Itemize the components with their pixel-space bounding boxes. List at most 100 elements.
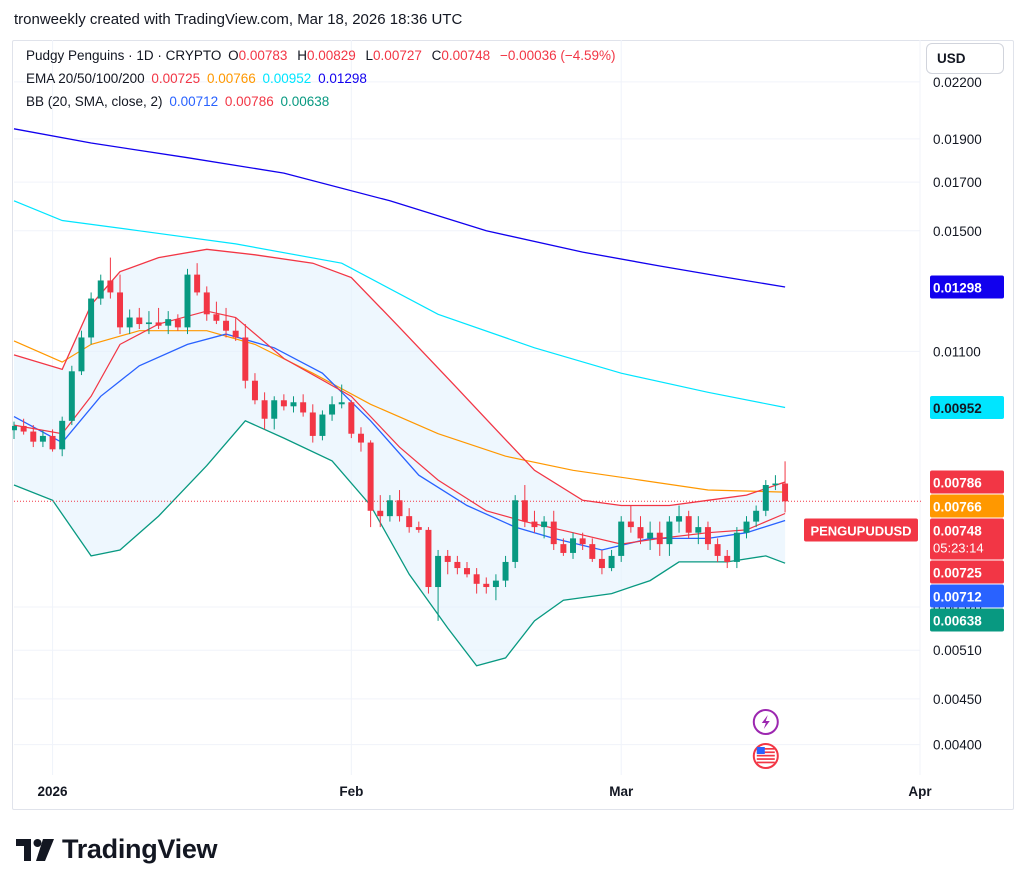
candle-body[interactable] <box>174 319 181 328</box>
candle-body[interactable] <box>444 555 451 562</box>
candle-body[interactable] <box>97 280 104 299</box>
candle-body[interactable] <box>242 337 249 381</box>
price-chart[interactable]: 0.02200 0.01900 0.01700 0.01500 0.01100 0.005… <box>12 40 1012 810</box>
candle-body[interactable] <box>570 538 577 553</box>
us-flag-event-icon[interactable] <box>752 743 779 769</box>
candle-body[interactable] <box>377 510 384 517</box>
bb-upper-line[interactable] <box>13 248 786 507</box>
candle-body[interactable] <box>329 404 336 415</box>
lightning-event-icon[interactable] <box>752 709 779 735</box>
candle-body[interactable] <box>319 414 326 436</box>
candle-body[interactable] <box>762 485 769 511</box>
candle-body[interactable] <box>512 500 519 562</box>
candle-body[interactable] <box>406 516 413 528</box>
candle-body[interactable] <box>714 544 721 556</box>
price-label-ema-50: 0.00766 <box>930 494 1004 518</box>
candle-body[interactable] <box>550 521 557 545</box>
candle-body[interactable] <box>435 555 442 588</box>
candle-body[interactable] <box>695 527 702 533</box>
candle-body[interactable] <box>78 337 85 372</box>
candle-body[interactable] <box>203 292 210 315</box>
candle-body[interactable] <box>290 402 297 407</box>
price-label-value: 0.00725 <box>933 566 982 581</box>
candle-body[interactable] <box>300 402 307 413</box>
candle-body[interactable] <box>676 516 683 522</box>
candle-body[interactable] <box>627 521 634 528</box>
candle-body[interactable] <box>20 425 27 432</box>
candle-body[interactable] <box>155 322 162 326</box>
candle-body[interactable] <box>704 527 711 545</box>
candle-body[interactable] <box>88 298 95 338</box>
candle-body[interactable] <box>12 425 17 431</box>
candle-body[interactable] <box>30 431 37 442</box>
candle-body[interactable] <box>261 400 268 419</box>
candle-body[interactable] <box>483 583 490 588</box>
candle-body[interactable] <box>396 500 403 517</box>
price-label-ema-200: 0.01298 <box>930 275 1004 299</box>
candle-body[interactable] <box>348 402 355 434</box>
candle-body[interactable] <box>464 568 470 575</box>
y-tick-label: 0.01100 <box>933 344 981 359</box>
candle-body[interactable] <box>608 555 615 569</box>
candle-body[interactable] <box>425 529 432 588</box>
candle-body[interactable] <box>618 521 625 556</box>
candle-body[interactable] <box>724 555 731 562</box>
candle-body[interactable] <box>145 322 152 325</box>
candle-body[interactable] <box>589 544 596 559</box>
candle-body[interactable] <box>598 558 605 569</box>
candle-body[interactable] <box>743 521 750 533</box>
candle-body[interactable] <box>502 561 509 581</box>
candle-body[interactable] <box>213 314 220 321</box>
y-tick-label: 0.01700 <box>933 175 982 190</box>
y-tick-label: 0.01900 <box>933 132 982 147</box>
candle-body[interactable] <box>666 521 673 545</box>
candle-body[interactable] <box>136 317 143 325</box>
candle-body[interactable] <box>59 420 66 450</box>
candle-body[interactable] <box>49 435 56 450</box>
candle-body[interactable] <box>473 574 480 584</box>
candle-body[interactable] <box>782 483 789 502</box>
candle-body[interactable] <box>579 538 586 545</box>
candle-body[interactable] <box>733 532 740 562</box>
candle-body[interactable] <box>541 521 548 528</box>
candle-body[interactable] <box>251 380 258 401</box>
flag-stripe <box>756 751 775 754</box>
candle-body[interactable] <box>492 580 499 588</box>
candle-body[interactable] <box>367 442 374 511</box>
candle-body[interactable] <box>309 412 316 436</box>
legend-bb-row[interactable]: BB (20, SMA, close, 2) 0.00712 0.00786 0… <box>26 94 332 109</box>
candle-body[interactable] <box>117 292 124 328</box>
candle-body[interactable] <box>454 561 461 569</box>
candle-body[interactable] <box>772 483 779 486</box>
candle-body[interactable] <box>338 402 345 405</box>
candle-body[interactable] <box>386 500 393 517</box>
candle-body[interactable] <box>126 317 133 328</box>
candle-body[interactable] <box>357 433 364 443</box>
ema100-line[interactable] <box>13 200 786 409</box>
candle-body[interactable] <box>68 371 75 421</box>
candle-body[interactable] <box>647 532 654 539</box>
candle-body[interactable] <box>685 516 692 533</box>
bb-lower-line[interactable] <box>13 420 786 667</box>
candle-body[interactable] <box>271 400 278 419</box>
candle-body[interactable] <box>521 500 528 522</box>
legend-open-label: O <box>228 48 239 63</box>
ema200-line[interactable] <box>13 128 786 288</box>
candle-body[interactable] <box>39 435 46 442</box>
candle-body[interactable] <box>223 320 230 331</box>
candle-body[interactable] <box>656 532 663 545</box>
legend-symbol[interactable]: Pudgy Penguins · 1D · CRYPTO <box>26 48 222 63</box>
candle-body[interactable] <box>280 400 287 407</box>
candle-body[interactable] <box>194 274 201 293</box>
candle-body[interactable] <box>637 527 644 539</box>
candle-body[interactable] <box>415 527 422 530</box>
candle-body[interactable] <box>232 330 239 338</box>
candle-body[interactable] <box>165 319 172 326</box>
legend-ema-row[interactable]: EMA 20/50/100/200 0.00725 0.00766 0.0095… <box>26 71 370 86</box>
candle-body[interactable] <box>753 510 760 522</box>
candle-body[interactable] <box>560 544 567 553</box>
candle-body[interactable] <box>107 280 114 293</box>
candle-body[interactable] <box>184 274 191 328</box>
currency-button[interactable]: USD <box>926 43 1004 74</box>
candle-body[interactable] <box>531 521 538 528</box>
